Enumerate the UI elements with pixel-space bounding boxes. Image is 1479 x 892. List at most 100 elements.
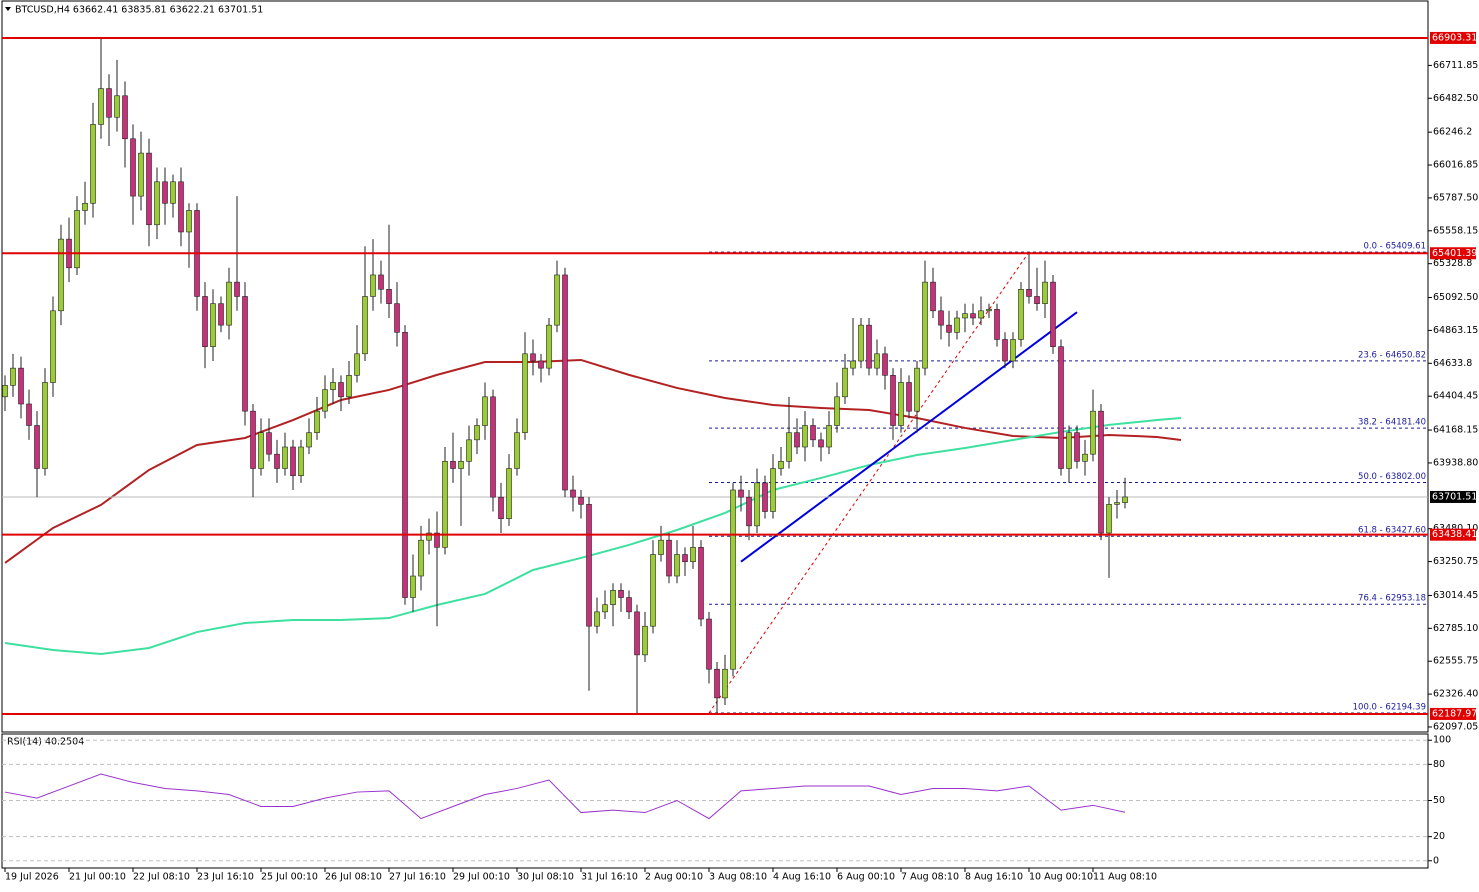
y-tick-label: 64633.8 — [1433, 358, 1472, 369]
candle-body — [1122, 496, 1128, 503]
candle-body — [1026, 289, 1032, 297]
level-tag — [1430, 528, 1476, 541]
candle-body — [954, 317, 960, 333]
symbol-icon — [5, 7, 11, 11]
candle-body — [458, 461, 464, 469]
x-tick-label: 23 Jul 16:10 — [197, 872, 254, 883]
y-tick-label: 63938.80 — [1433, 457, 1478, 468]
candle-body — [186, 210, 192, 233]
candle-body — [282, 446, 288, 469]
candle-body — [826, 425, 832, 448]
candle-body — [538, 360, 544, 369]
y-tick-label: 66016.85 — [1433, 160, 1478, 171]
candle-body — [98, 88, 104, 125]
candle-body — [178, 181, 184, 233]
fib-label: 50.0 - 63802.00 — [1358, 472, 1426, 482]
candle-body — [218, 303, 224, 326]
candle-body — [42, 382, 48, 469]
candle-body — [514, 432, 520, 469]
candle-body — [378, 274, 384, 290]
candle-body — [2, 385, 8, 398]
x-tick-label: 19 Jul 2026 — [5, 872, 59, 883]
candle-body — [250, 410, 256, 469]
candle-body — [1050, 281, 1056, 347]
candle-body — [874, 353, 880, 369]
candle-body — [154, 181, 160, 226]
level-label: 63438.41 — [1432, 529, 1477, 540]
candle-body — [706, 618, 712, 670]
candle-body — [794, 432, 800, 448]
candle-body — [906, 382, 912, 412]
y-tick-label: 20 — [1433, 831, 1445, 842]
x-tick-label: 27 Jul 16:10 — [389, 872, 446, 883]
candle-body — [890, 375, 896, 426]
candle-body — [122, 95, 128, 140]
candle-body — [746, 496, 752, 527]
candle-body — [82, 202, 88, 211]
y-tick-label: 66246.2 — [1433, 127, 1472, 138]
y-tick-label: 66711.85 — [1433, 60, 1478, 71]
candle-body — [978, 310, 984, 319]
x-tick-label: 2 Aug 00:10 — [645, 872, 703, 883]
candle-body — [290, 446, 296, 476]
candle-body — [450, 461, 456, 469]
y-tick-label: 64168.15 — [1433, 425, 1478, 436]
candle-body — [802, 425, 808, 448]
candle-body — [634, 611, 640, 656]
candle-body — [618, 590, 624, 598]
candle-body — [610, 590, 616, 605]
candle-body — [1042, 281, 1048, 304]
candle-body — [562, 274, 568, 491]
candle-body — [842, 367, 848, 398]
candle-body — [234, 281, 240, 297]
candle-body — [986, 309, 992, 312]
candle-body — [138, 152, 144, 197]
candle-body — [1034, 296, 1040, 304]
candle-body — [738, 489, 744, 498]
candle-body — [1082, 453, 1088, 462]
candle-body — [530, 353, 536, 362]
candle-body — [714, 668, 720, 699]
y-tick-label: 62326.40 — [1433, 689, 1478, 700]
fib-label: 0.0 - 65409.61 — [1363, 242, 1426, 252]
candle-body — [882, 353, 888, 376]
candle-body — [786, 432, 792, 462]
candle-body — [754, 482, 760, 527]
candle-body — [626, 597, 632, 613]
candle-body — [362, 296, 368, 355]
candle-body — [490, 396, 496, 498]
level-tag — [1430, 707, 1476, 720]
level-label: 65401.39 — [1432, 248, 1477, 259]
candle-body — [498, 496, 504, 519]
candle-body — [554, 274, 560, 326]
x-tick-label: 25 Jul 00:10 — [261, 872, 318, 883]
candle-body — [898, 382, 904, 426]
candle-body — [242, 296, 248, 412]
trendline — [740, 311, 1078, 563]
y-tick-label: 64863.15 — [1433, 325, 1478, 336]
candle-body — [938, 310, 944, 326]
candle-body — [690, 547, 696, 562]
candle-body — [306, 432, 312, 448]
candle-body — [226, 281, 232, 326]
x-tick-label: 3 Aug 08:10 — [709, 872, 767, 883]
candle-body — [482, 396, 488, 426]
candle-body — [298, 446, 304, 476]
x-tick-label: 22 Jul 08:10 — [133, 872, 190, 883]
candle-body — [338, 382, 344, 398]
candle-body — [370, 274, 376, 297]
candle-body — [698, 547, 704, 620]
x-tick-label: 6 Aug 00:10 — [837, 872, 895, 883]
candle-body — [674, 554, 680, 577]
candle-body — [106, 88, 112, 118]
candle-body — [650, 554, 656, 627]
candle-body — [90, 124, 96, 204]
candle-body — [866, 324, 872, 369]
fib-label: 38.2 - 64181.40 — [1358, 418, 1426, 428]
candle-body — [578, 496, 584, 505]
candle-body — [970, 313, 976, 319]
candle-body — [818, 439, 824, 448]
candle-body — [10, 367, 16, 386]
candle-body — [210, 303, 216, 347]
